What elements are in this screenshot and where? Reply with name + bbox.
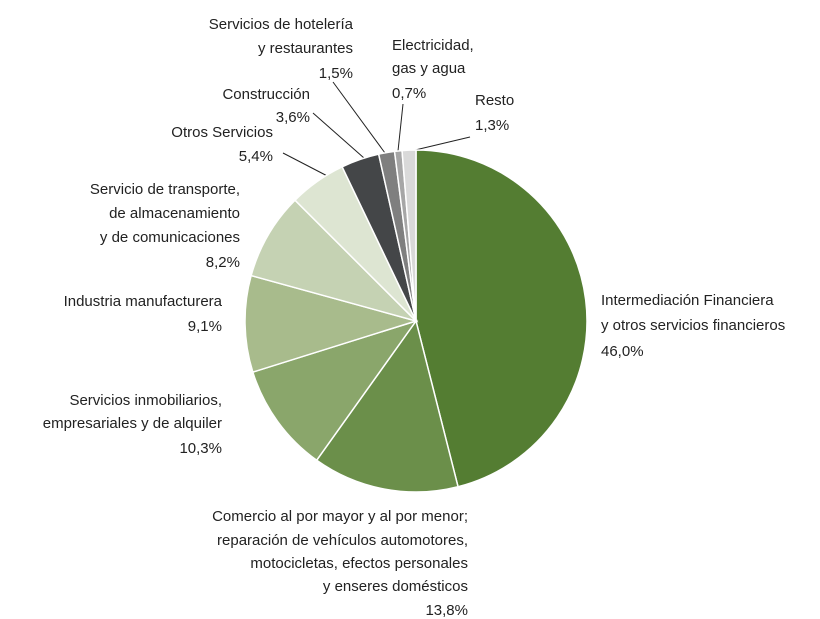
leader-line <box>410 136 471 152</box>
slice-label: y de comunicaciones <box>100 229 240 246</box>
slice-label: reparación de vehículos automotores, <box>217 532 468 549</box>
pie-slice <box>401 149 417 322</box>
slice-label: y otros servicios financieros <box>601 317 785 334</box>
pie-slice <box>315 319 459 493</box>
slice-label: gas y agua <box>392 60 466 77</box>
pie-slice <box>250 199 419 323</box>
value-label: 3,6% <box>276 109 310 126</box>
value-label: 5,4% <box>239 148 273 165</box>
pie-slice <box>415 149 588 488</box>
value-label: 46,0% <box>601 343 644 360</box>
value-label: 10,3% <box>179 440 222 457</box>
slice-label: Intermediación Financiera <box>601 292 774 309</box>
slice-label: y restaurantes <box>258 40 353 57</box>
slice-label: motocicletas, efectos personales <box>250 555 468 572</box>
slice-label: Electricidad, <box>392 37 474 54</box>
slice-label: Comercio al por mayor y al por menor; <box>212 508 468 525</box>
value-label: 13,8% <box>425 602 468 619</box>
value-label: 1,3% <box>475 117 509 134</box>
slice-label: y enseres domésticos <box>323 578 468 595</box>
leader-line <box>312 112 365 159</box>
slice-label: Servicios de hotelería <box>209 16 354 33</box>
slice-label: empresariales y de alquiler <box>43 415 222 432</box>
value-label: 0,7% <box>392 85 426 102</box>
slice-label: Servicios inmobiliarios, <box>69 392 222 409</box>
value-label: 8,2% <box>206 254 240 271</box>
slice-label: Construcción <box>222 86 310 103</box>
slice-label: Servicio de transporte, <box>90 181 240 198</box>
value-label: 1,5% <box>319 65 353 82</box>
slice-label: Resto <box>475 92 514 109</box>
leader-line <box>332 81 386 154</box>
pie-slice <box>251 319 418 462</box>
slice-label: de almacenamiento <box>109 205 240 222</box>
slice-label: Industria manufacturera <box>64 293 223 310</box>
leader-line <box>397 103 404 152</box>
value-label: 9,1% <box>188 318 222 335</box>
pie-slice <box>244 274 419 374</box>
slice-label: Otros Servicios <box>171 124 273 141</box>
